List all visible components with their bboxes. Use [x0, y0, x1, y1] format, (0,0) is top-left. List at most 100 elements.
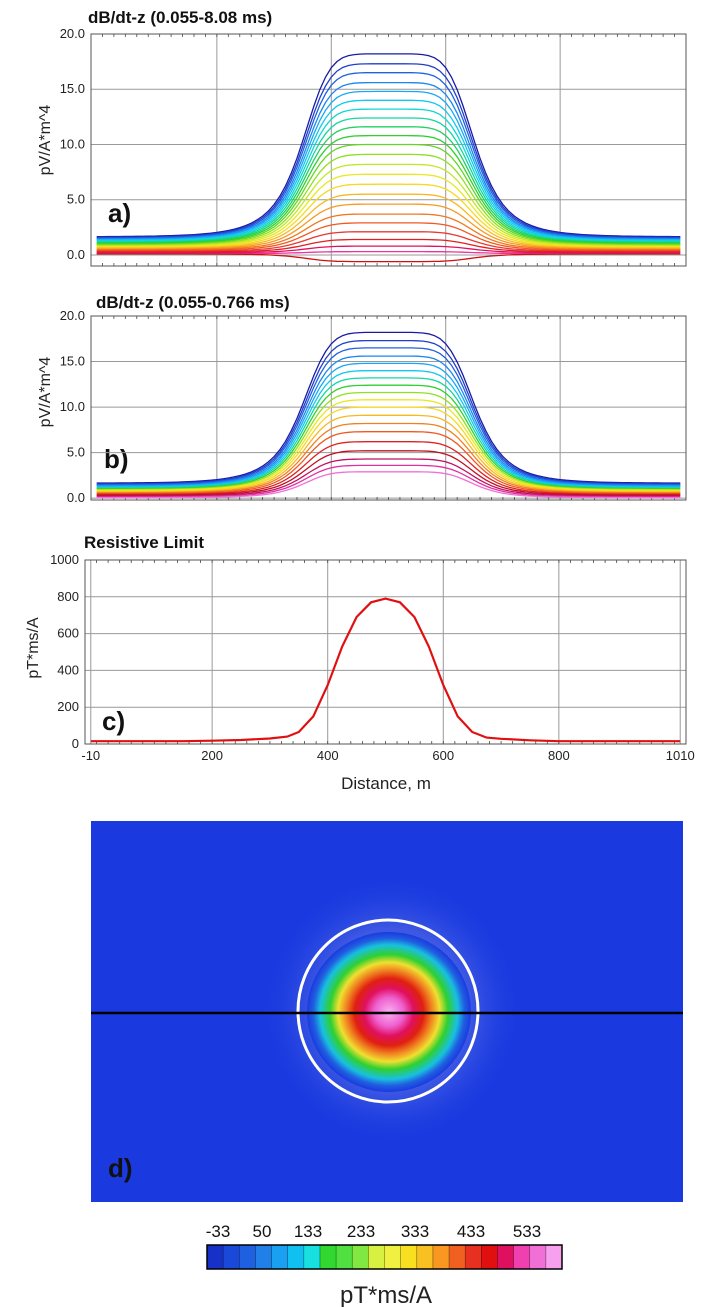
x-tick-label: 1010: [666, 748, 695, 763]
series-line: [96, 222, 681, 252]
series-line: [96, 90, 681, 241]
colorbar-tick-label: -33: [206, 1222, 231, 1241]
panel-c-ylabel: pT*ms/A: [25, 617, 42, 679]
series-line: [96, 370, 681, 488]
series-line: [96, 238, 681, 253]
plot-frame: [90, 33, 687, 267]
colorbar-frame: [206, 1244, 563, 1270]
panel-d-label: d): [108, 1153, 133, 1183]
y-tick-label: 600: [57, 626, 79, 641]
colorbar-swatch: [400, 1245, 418, 1269]
colorbar-tick-label: 50: [253, 1222, 272, 1241]
series-line: [96, 391, 681, 491]
colorbar-swatch: [271, 1245, 289, 1269]
series-line: [96, 458, 681, 497]
series-line: [96, 422, 681, 494]
panel-b-ylabel: pV/A*m^4: [37, 357, 54, 428]
series-line: [96, 231, 681, 252]
y-tick-label: 1000: [50, 552, 79, 567]
series-line: [96, 331, 681, 484]
colorbar-swatch: [416, 1245, 434, 1269]
panel-c-title: Resistive Limit: [84, 533, 204, 552]
panel-c-label: c): [102, 706, 125, 736]
y-tick-label: 0.0: [67, 490, 85, 505]
series-line: [96, 203, 681, 250]
colorbar-swatch: [432, 1245, 450, 1269]
panel-b-chart: dB/dt-z (0.055-0.766 ms) b) pV/A*m^4 0.0…: [37, 293, 687, 505]
series-line: [96, 117, 681, 243]
series-line: [96, 53, 681, 238]
panel-c-xlabel: Distance, m: [341, 774, 431, 793]
x-tick-label: 400: [317, 748, 339, 763]
y-tick-label: 0.0: [67, 247, 85, 262]
panel-a-chart: dB/dt-z (0.055-8.08 ms) a) pV/A*m^4 0.0 5…: [37, 8, 687, 267]
colorbar-swatch: [529, 1245, 547, 1269]
panel-a-ylabel: pV/A*m^4: [37, 105, 54, 176]
x-tick-label: -10: [81, 748, 100, 763]
colorbar-tick-label: 333: [401, 1222, 429, 1241]
series-line: [96, 183, 681, 249]
target-circle: [296, 918, 480, 1104]
series-line: [96, 72, 681, 239]
colorbar-swatch: [368, 1245, 385, 1269]
series-line: [96, 143, 681, 245]
series-line: [96, 431, 681, 495]
y-tick-label: 15.0: [60, 81, 85, 96]
colorbar-swatch: [239, 1245, 256, 1269]
series-line: [96, 339, 681, 485]
panel-a-label: a): [108, 198, 131, 228]
series-line: [96, 471, 681, 499]
y-tick-label: 400: [57, 662, 79, 677]
series-line: [96, 450, 681, 496]
colorbar-swatch: [207, 1245, 224, 1269]
colorbar-swatch: [303, 1245, 321, 1269]
series-line: [96, 441, 681, 496]
series-line: [96, 384, 681, 490]
plot-frame: [90, 315, 687, 501]
colorbar-swatch: [255, 1245, 273, 1269]
panel-a-title: dB/dt-z (0.055-8.08 ms): [88, 8, 272, 27]
series-line: [96, 399, 681, 492]
series-line: [96, 464, 681, 498]
panel-b-label: b): [104, 444, 129, 474]
y-tick-label: 200: [57, 699, 79, 714]
colorbar-swatch: [497, 1245, 515, 1269]
series-line: [96, 126, 681, 244]
colorbar-swatch: [545, 1245, 563, 1269]
colorbar-tick-label: 533: [513, 1222, 541, 1241]
colorbar-swatch: [449, 1245, 466, 1269]
series-line: [96, 213, 681, 251]
series-line: [96, 362, 681, 487]
series-line: [96, 153, 681, 246]
colorbar-tick-label: 433: [457, 1222, 485, 1241]
y-tick-label: 5.0: [67, 445, 85, 460]
series-line: [96, 406, 681, 492]
series-line: [96, 193, 681, 249]
y-tick-label: 15.0: [60, 354, 85, 369]
x-tick-label: 600: [432, 748, 454, 763]
series-line: [96, 63, 681, 239]
panel-b-title: dB/dt-z (0.055-0.766 ms): [96, 293, 290, 312]
series-line: [96, 355, 681, 487]
colorbar-swatch: [352, 1245, 369, 1269]
plot-frame: [84, 559, 687, 745]
panel-d-map: d): [91, 821, 683, 1202]
colorbar-swatch: [465, 1245, 482, 1269]
colorbar-swatch: [287, 1245, 305, 1269]
y-tick-label: 10.0: [60, 136, 85, 151]
y-tick-label: 800: [57, 589, 79, 604]
y-tick-label: 0: [72, 736, 79, 751]
series-line: [96, 108, 681, 242]
series-line: [96, 99, 681, 242]
y-tick-label: 5.0: [67, 192, 85, 207]
resistive-limit-line: [90, 597, 681, 743]
colorbar-swatch: [384, 1245, 402, 1269]
series-line: [96, 163, 681, 247]
colorbar-swatch: [336, 1245, 353, 1269]
series-line: [96, 173, 681, 248]
series-line: [96, 377, 681, 489]
x-tick-label: 200: [201, 748, 223, 763]
colorbar-swatch: [223, 1245, 240, 1269]
colorbar-tick-label: 233: [347, 1222, 375, 1241]
